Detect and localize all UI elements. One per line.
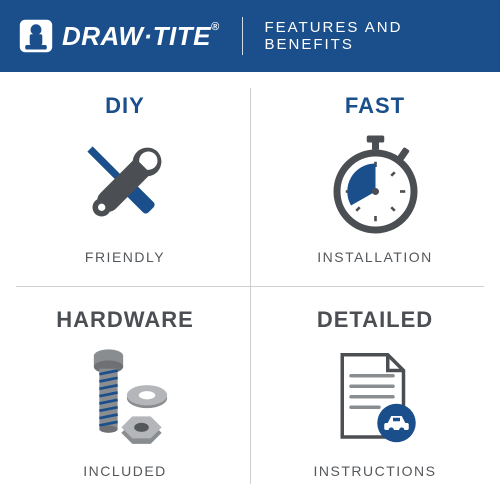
header-divider [242,17,243,55]
feature-cell-hardware: HARDWARE [0,286,250,500]
grid-horizontal-divider [16,286,484,287]
feature-cell-detailed: DETAILED I [250,286,500,500]
header-tagline: FEATURES AND BENEFITS [265,19,483,53]
feature-sub: INSTALLATION [317,249,433,265]
brand-tite: TITE [153,21,211,51]
brand-reg: ® [211,21,220,33]
feature-title: DIY [105,93,145,119]
brand-draw: DRAW [62,21,143,51]
hitch-ball-icon [18,18,54,54]
feature-title: FAST [345,93,405,119]
brand-logo: DRAW·TITE® [18,18,220,54]
features-grid: DIY FRIENDLY FAST [0,72,500,500]
feature-cell-fast: FAST [250,72,500,286]
header-bar: DRAW·TITE® FEATURES AND BENEFITS [0,0,500,72]
stopwatch-icon [320,129,430,239]
tools-icon [70,129,180,239]
feature-title: HARDWARE [56,307,194,333]
feature-title: DETAILED [317,307,433,333]
document-icon [320,343,430,453]
bolt-icon [70,343,180,453]
feature-sub: INCLUDED [83,463,167,479]
feature-sub: INSTRUCTIONS [314,463,437,479]
feature-sub: FRIENDLY [85,249,165,265]
brand-text: DRAW·TITE® [62,21,220,52]
feature-cell-diy: DIY FRIENDLY [0,72,250,286]
